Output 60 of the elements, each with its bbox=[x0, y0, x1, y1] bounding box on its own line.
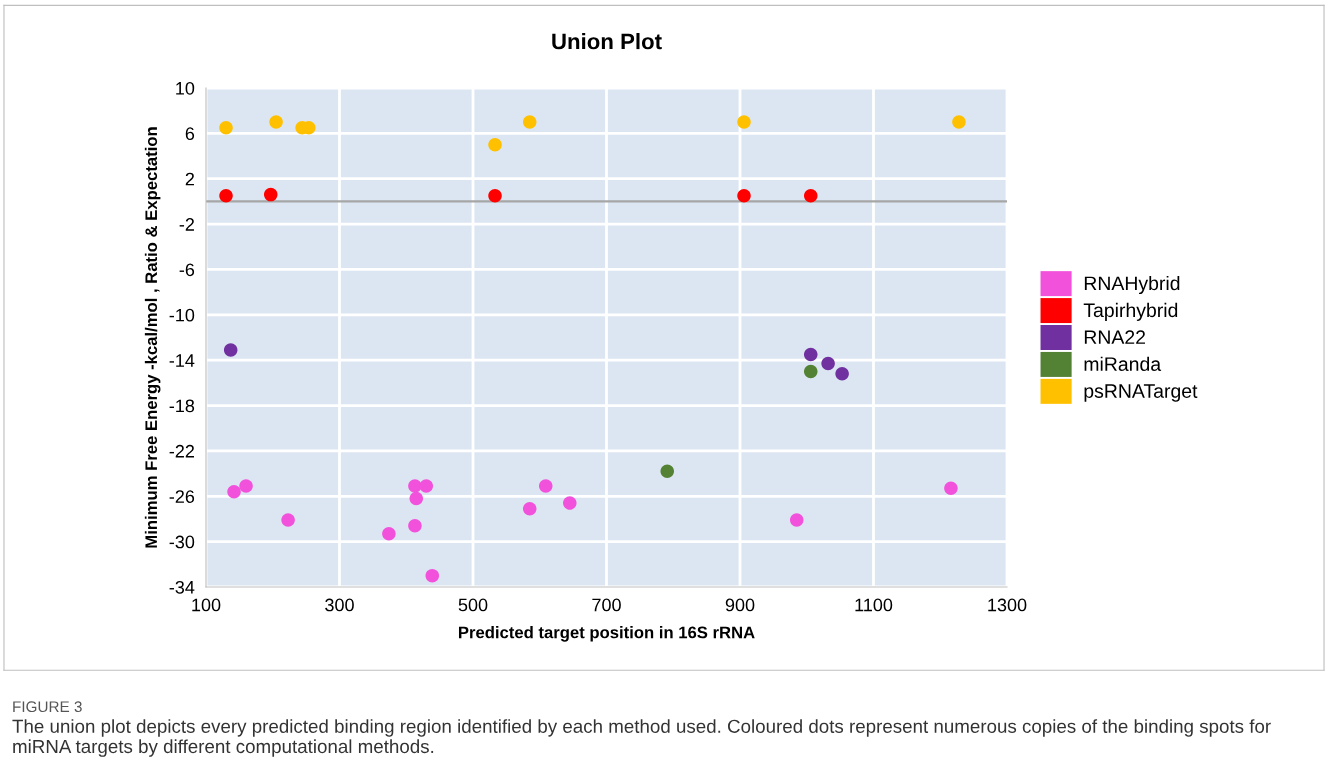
legend-label: Tapirhybrid bbox=[1083, 302, 1178, 321]
point bbox=[835, 367, 849, 381]
y-tick-label: -18 bbox=[169, 399, 195, 413]
point bbox=[408, 479, 422, 493]
legend-label: RNA22 bbox=[1084, 330, 1145, 344]
point bbox=[425, 568, 440, 583]
point bbox=[737, 188, 751, 203]
x-tick-label: 500 bbox=[458, 598, 488, 612]
x-tick-label: 900 bbox=[725, 598, 755, 612]
chart-title: Union Plot bbox=[552, 33, 662, 50]
point bbox=[409, 491, 424, 506]
point bbox=[263, 187, 278, 202]
point bbox=[522, 115, 537, 129]
point bbox=[227, 484, 241, 499]
legend-label: miRanda bbox=[1084, 356, 1162, 371]
y-tick-label: -10 bbox=[169, 308, 195, 322]
y-tick-label: -22 bbox=[169, 444, 194, 458]
y-tick-label: 6 bbox=[185, 127, 195, 141]
x-tick-label: 300 bbox=[325, 598, 354, 612]
point bbox=[382, 526, 396, 541]
legend-label: psRNATarget bbox=[1084, 384, 1198, 402]
y-tick-label: -30 bbox=[169, 535, 195, 549]
text: The union plot depicts every predicted binding region identified by each method used. Coloured dots represent numerous copies of the binding spots for miRNA targets by different computational methods. bbox=[12, 719, 1271, 757]
point bbox=[522, 501, 537, 516]
point bbox=[419, 479, 434, 493]
point bbox=[488, 137, 502, 152]
point bbox=[538, 479, 553, 493]
y-tick-label: -6 bbox=[179, 263, 195, 277]
legend-label: RNAHybrid bbox=[1084, 275, 1180, 295]
x-tick-label: 1100 bbox=[855, 598, 893, 612]
x-tick-label: 700 bbox=[592, 598, 621, 612]
x-axis-title: Predicted target position in 16S rRNA bbox=[458, 626, 755, 642]
point bbox=[660, 464, 675, 479]
point bbox=[219, 188, 233, 203]
point bbox=[803, 364, 818, 379]
y-tick-label: -2 bbox=[179, 218, 194, 231]
y-tick-label: 2 bbox=[185, 172, 194, 186]
point bbox=[223, 343, 238, 357]
x-tick-label: 100 bbox=[192, 598, 221, 612]
point bbox=[803, 347, 818, 362]
y-tick-label: -26 bbox=[169, 490, 195, 503]
point bbox=[944, 481, 958, 496]
point bbox=[952, 115, 966, 129]
y-tick-label: -14 bbox=[169, 354, 195, 367]
point bbox=[803, 188, 818, 203]
point bbox=[269, 115, 283, 129]
y-tick-label: -34 bbox=[169, 580, 195, 594]
point bbox=[488, 188, 502, 203]
y-axis-title: Minimum Free Energy -kcal/mol , Ratio & Expectation bbox=[144, 127, 161, 548]
point bbox=[219, 120, 233, 135]
point bbox=[281, 513, 295, 527]
point bbox=[408, 518, 422, 533]
point bbox=[821, 356, 835, 371]
point bbox=[239, 479, 253, 493]
point bbox=[737, 115, 751, 129]
caption: FIGURE 3 bbox=[13, 701, 82, 713]
point bbox=[789, 513, 804, 527]
point bbox=[563, 496, 577, 510]
x-tick-label: 1300 bbox=[988, 598, 1027, 612]
y-tick-label: 10 bbox=[176, 81, 195, 95]
